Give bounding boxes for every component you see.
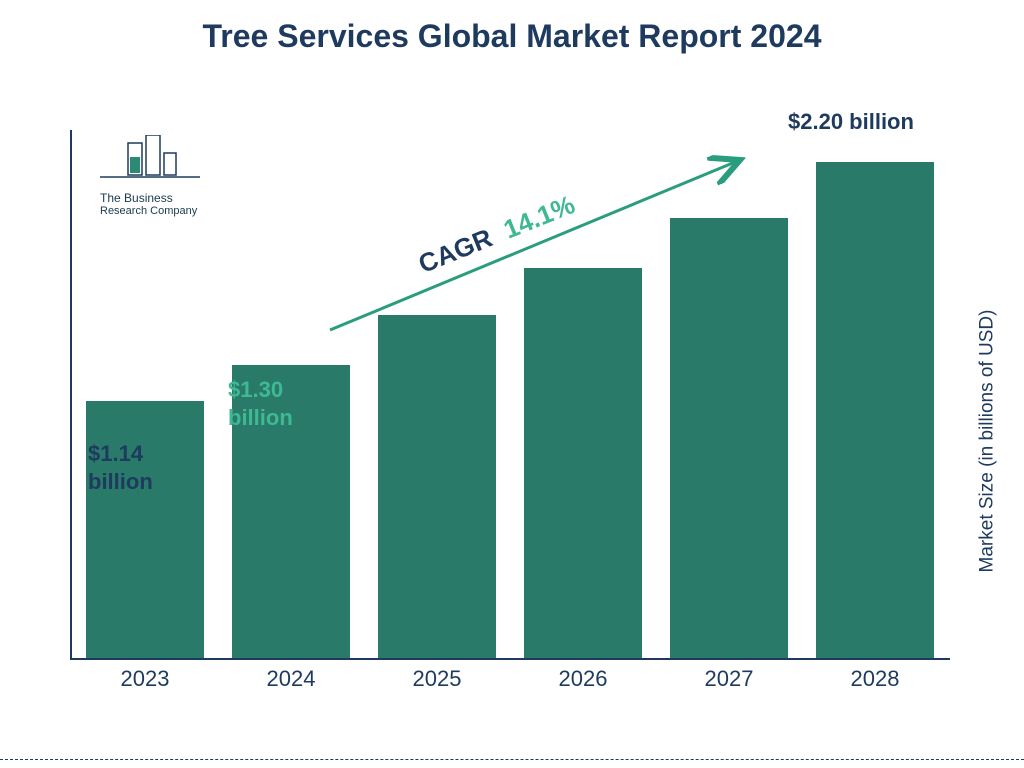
data-label-2024: $1.30billion [228,376,293,431]
footer-divider [0,759,1024,760]
data-label-2028: $2.20 billion [788,108,914,136]
y-axis-label: Market Size (in billions of USD) [977,310,999,573]
x-axis-label: 2024 [232,666,350,692]
title-text: Tree Services Global Market Report 2024 [203,18,822,54]
bar-chart [70,130,950,660]
bar [378,315,496,658]
y-axis-line [70,130,72,660]
x-axis-label: 2023 [86,666,204,692]
bar [524,268,642,658]
x-axis-line [70,658,950,660]
bar [670,218,788,658]
x-axis-label: 2025 [378,666,496,692]
bar [816,162,934,658]
x-axis-label: 2027 [670,666,788,692]
x-axis-label: 2028 [816,666,934,692]
page-title: Tree Services Global Market Report 2024 [0,18,1024,55]
x-axis-label: 2026 [524,666,642,692]
data-label-2023: $1.14billion [88,440,153,495]
